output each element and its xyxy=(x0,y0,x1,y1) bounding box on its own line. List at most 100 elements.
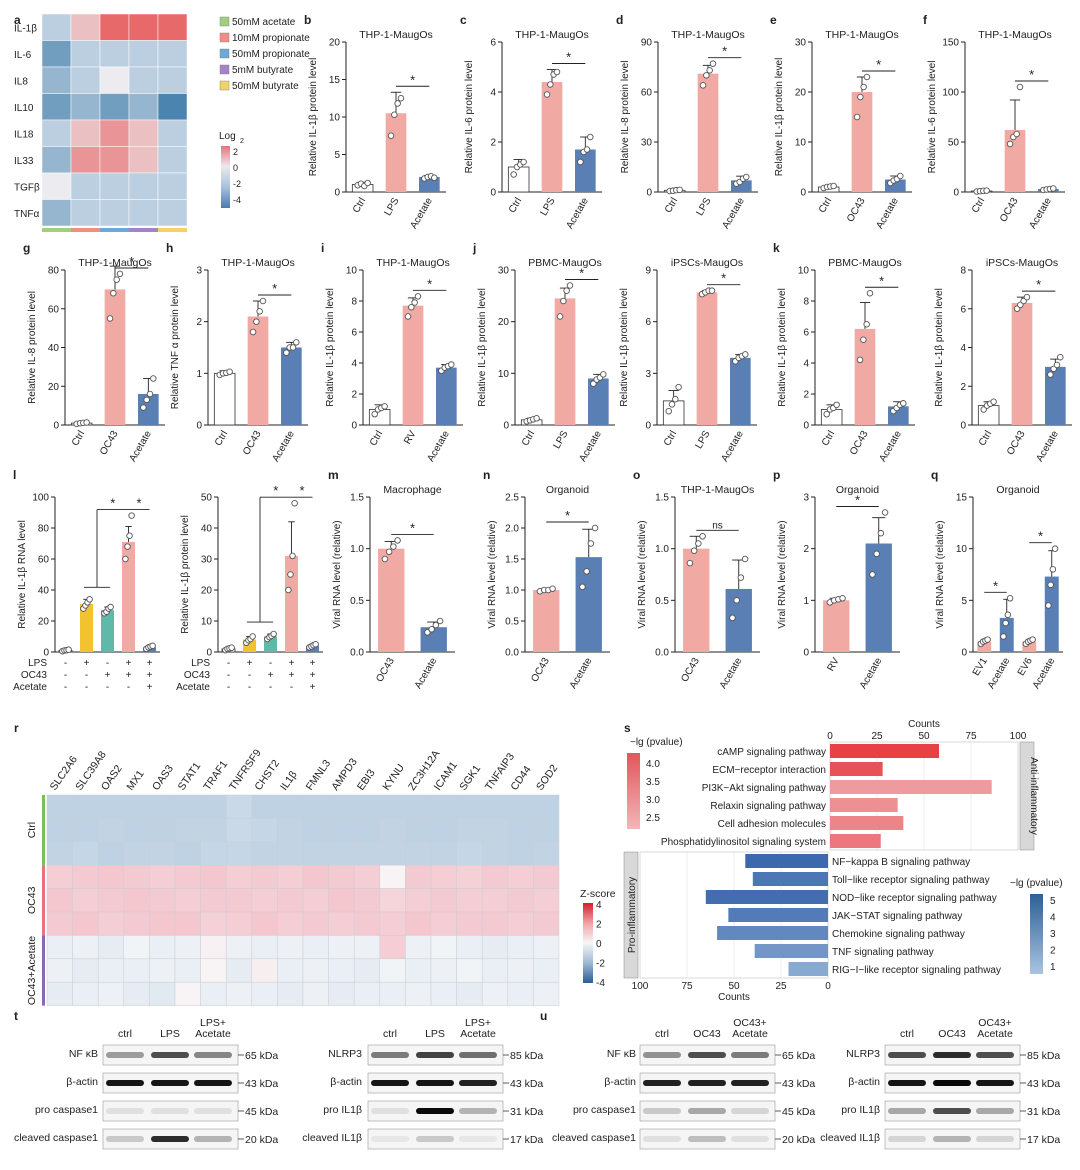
scale-tick-bottom: 3 xyxy=(1050,929,1056,940)
heatmap-r-cell xyxy=(430,818,457,843)
blot-band xyxy=(933,1108,971,1114)
panel-label-o: o xyxy=(633,468,640,482)
heatmap-r-cell xyxy=(379,935,406,960)
scale-title: Log xyxy=(219,131,236,142)
heatmap-r-cell xyxy=(277,841,304,866)
y-axis-label: Relative IL-6 protein level xyxy=(464,61,475,174)
y-tick-label: 6 xyxy=(490,38,496,49)
condition-mark: + xyxy=(289,670,295,681)
condition-mark: + xyxy=(268,670,274,681)
x-tick-label: Ctrl xyxy=(663,196,680,215)
blot-band xyxy=(194,1080,232,1086)
data-point xyxy=(873,550,880,558)
significance-mark: * xyxy=(722,44,727,59)
data-point xyxy=(228,644,235,651)
y-tick-label: 0 xyxy=(645,421,651,432)
data-point xyxy=(256,308,263,315)
group-strip xyxy=(42,865,45,936)
blot-u-right: ctrl OC43 OC43+Acetate NLRP3 85 kDa β-actin 43… xyxy=(820,1017,1060,1150)
y-tick-label: 8 xyxy=(960,266,966,277)
significance-mark: * xyxy=(129,254,134,269)
condition-mark: - xyxy=(227,670,230,681)
blot-row-label: cleaved caspase1 xyxy=(552,1132,636,1144)
heatmap-r-cell xyxy=(251,864,278,889)
y-tick-label: 20 xyxy=(201,586,213,597)
y-tick-label: 4 xyxy=(351,359,357,370)
blot-band xyxy=(933,1052,971,1058)
data-point xyxy=(397,94,405,102)
gene-label: ICAM1 xyxy=(432,759,460,792)
significance-mark: * xyxy=(579,266,584,281)
heatmap-r-cell xyxy=(430,888,457,913)
y-tick-label: 60 xyxy=(38,555,50,566)
y-tick-label: 4 xyxy=(960,343,966,354)
x-tick-label-top: 0 xyxy=(827,731,833,742)
y-tick-label: 0 xyxy=(960,421,966,432)
condition-mark: - xyxy=(248,670,251,681)
condition-mark: - xyxy=(127,682,130,693)
y-axis-label: Relative IL-1β RNA level xyxy=(17,520,28,629)
heatmap-a-cell xyxy=(157,172,188,200)
y-axis-label: Relative IL-1β protein level xyxy=(777,288,788,407)
x-tick-label: Acetate xyxy=(1027,196,1054,231)
bar xyxy=(121,541,136,652)
x-tick-label-bottom: 75 xyxy=(681,981,693,992)
y-tick-label: 0.0 xyxy=(505,648,519,659)
heatmap-r-cell xyxy=(72,818,99,843)
data-point xyxy=(1000,633,1007,640)
bar xyxy=(717,926,828,940)
bar xyxy=(830,798,898,812)
heatmap-r-cell xyxy=(353,981,381,1006)
heatmap-a-row-label: IL-1β xyxy=(14,23,37,34)
kda-label: 85 kDa xyxy=(510,1050,543,1062)
blot-band xyxy=(106,1136,144,1142)
y-tick-label: 50 xyxy=(948,138,960,149)
heatmap-r-cell xyxy=(430,911,457,936)
condition-mark: - xyxy=(64,658,67,669)
y-tick-label: 5 xyxy=(334,150,340,161)
x-tick-label: LPS xyxy=(694,429,713,451)
term-label: cAMP signaling pathway xyxy=(717,747,826,758)
heatmap-r-cell xyxy=(174,935,201,960)
y-tick-label: 30 xyxy=(641,138,653,149)
heatmap-r-cell xyxy=(174,911,201,936)
heatmap-r-cell xyxy=(405,935,432,960)
heatmap-r-cell xyxy=(430,864,457,889)
chart-g: g THP-1-MaugOs 0 20 40 60 80 Relative IL-8 prot… xyxy=(23,241,165,464)
scale-tick-bottom: 1 xyxy=(1050,962,1056,973)
group-label: Ctrl xyxy=(26,822,38,838)
significance-mark: * xyxy=(273,483,278,498)
heatmap-r-cell xyxy=(277,958,304,983)
x-tick-label: RV xyxy=(402,429,419,447)
y-tick-label: 20 xyxy=(795,88,807,99)
blot-row-label: cleaved IL1β xyxy=(302,1132,362,1144)
heatmap-r-cell xyxy=(302,935,329,960)
blot-row-label: β-actin xyxy=(848,1076,880,1088)
y-tick-label: 20 xyxy=(38,617,50,628)
heatmap-r-cell xyxy=(302,911,329,936)
bar xyxy=(554,298,576,425)
data-point xyxy=(741,555,749,563)
y-axis-label: Relative IL-1β protein level xyxy=(934,288,945,407)
term-label: Cell adhesion molecules xyxy=(718,819,826,830)
scale-tick-top: 3.5 xyxy=(646,777,660,788)
y-tick-label: 30 xyxy=(795,38,807,49)
y-tick-label: 1.5 xyxy=(655,493,669,504)
heatmap-a-cell xyxy=(70,66,101,94)
data-point xyxy=(583,146,591,153)
y-tick-label: 0 xyxy=(803,648,809,659)
heatmap-r-cell xyxy=(251,958,278,983)
x-tick-label: Ctrl xyxy=(213,429,230,448)
heatmap-r-cell xyxy=(174,958,201,983)
heatmap-r-cell xyxy=(200,981,227,1006)
blot-band xyxy=(459,1108,497,1114)
heatmap-r-cell xyxy=(353,864,381,889)
data-point xyxy=(520,158,527,166)
condition-mark: - xyxy=(85,682,88,693)
heatmap-r-cell xyxy=(302,818,329,843)
data-point xyxy=(1029,636,1036,643)
heatmap-a-group-strip xyxy=(71,228,100,232)
chart-m: m Macrophage 0.0 0.5 1.0 1.5 Viral RNA level (… xyxy=(328,468,455,691)
data-point xyxy=(1004,611,1012,619)
heatmap-r-cell xyxy=(456,888,483,913)
